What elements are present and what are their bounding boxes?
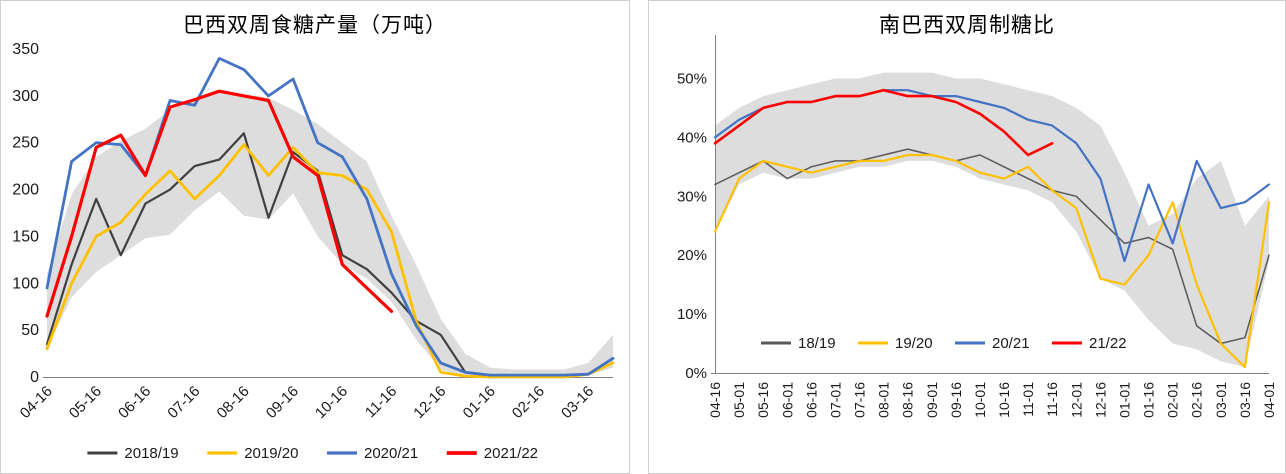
svg-text:07-16: 07-16 [852,382,868,418]
svg-text:06-16: 06-16 [803,382,819,418]
svg-text:03-16: 03-16 [558,383,597,422]
svg-text:02-16: 02-16 [1189,382,1205,418]
svg-text:09-16: 09-16 [263,383,302,422]
svg-text:2020/21: 2020/21 [364,445,418,462]
svg-text:07-16: 07-16 [164,383,203,422]
svg-text:01-16: 01-16 [460,383,499,422]
svg-text:40%: 40% [677,129,707,146]
svg-text:04-16: 04-16 [17,383,56,422]
svg-text:150: 150 [12,228,39,245]
svg-text:30%: 30% [677,188,707,205]
svg-text:11-16: 11-16 [1044,382,1060,417]
production-line-chart: 0 50 100 150 200 250 300 350 04-16 05-16 06-16 07-1… [12,41,615,462]
svg-text:350: 350 [12,41,39,58]
svg-text:12-16: 12-16 [1092,382,1108,418]
svg-text:20%: 20% [677,247,707,264]
svg-text:18/19: 18/19 [798,335,836,352]
svg-text:01-01: 01-01 [1117,382,1133,418]
svg-text:200: 200 [12,182,39,199]
svg-text:07-01: 07-01 [827,382,843,418]
svg-text:20/21: 20/21 [992,335,1030,352]
svg-text:2021/22: 2021/22 [484,445,538,462]
svg-text:05-16: 05-16 [755,382,771,418]
svg-text:08-01: 08-01 [876,382,892,418]
svg-text:50%: 50% [677,71,707,88]
svg-text:50: 50 [21,322,39,339]
svg-text:10-01: 10-01 [972,382,988,418]
svg-text:08-16: 08-16 [900,382,916,418]
sugar-ratio-line-chart: 0% 10% 20% 30% 40% 50% 04-16 05-01 05-16 06-01 06-… [677,35,1277,418]
svg-text:300: 300 [12,88,39,105]
svg-text:10%: 10% [677,306,707,323]
svg-text:04-16: 04-16 [707,382,723,418]
svg-text:09-01: 09-01 [924,382,940,418]
svg-text:11-16: 11-16 [362,383,400,421]
svg-text:100: 100 [12,275,39,292]
svg-text:10-16: 10-16 [996,382,1012,418]
svg-text:11-01: 11-01 [1020,382,1036,417]
svg-text:2019/20: 2019/20 [244,445,298,462]
svg-text:10-16: 10-16 [312,383,351,422]
panel-brazil-sugar-production: 巴西双周食糖产量（万吨） 0 50 100 150 200 250 300 350 04-16 0… [0,0,630,474]
svg-text:12-16: 12-16 [410,383,449,422]
svg-text:05-16: 05-16 [66,383,105,422]
svg-text:21/22: 21/22 [1089,335,1127,352]
svg-text:03-01: 03-01 [1213,382,1229,418]
production-chart-title: 巴西双周食糖产量（万吨） [183,14,447,37]
svg-text:02-01: 02-01 [1165,382,1181,418]
sugar-ratio-chart-title: 南巴西双周制糖比 [879,14,1055,37]
svg-text:02-16: 02-16 [509,383,548,422]
svg-text:05-01: 05-01 [731,382,747,418]
svg-text:0%: 0% [685,365,707,382]
svg-text:19/20: 19/20 [895,335,933,352]
svg-text:12-01: 12-01 [1068,382,1084,418]
svg-text:03-16: 03-16 [1237,382,1253,418]
svg-text:2018/19: 2018/19 [124,445,178,462]
svg-text:06-16: 06-16 [115,383,154,422]
svg-text:01-16: 01-16 [1141,382,1157,418]
svg-text:0: 0 [30,369,39,386]
svg-text:04-01: 04-01 [1261,382,1277,418]
svg-text:06-01: 06-01 [779,382,795,418]
svg-text:09-16: 09-16 [948,382,964,418]
svg-text:08-16: 08-16 [214,383,253,422]
panel-south-brazil-sugar-ratio: 南巴西双周制糖比 0% 10% 20% 30% 40% 50% 04-16 05-01 05-1… [648,0,1286,474]
svg-text:250: 250 [12,135,39,152]
